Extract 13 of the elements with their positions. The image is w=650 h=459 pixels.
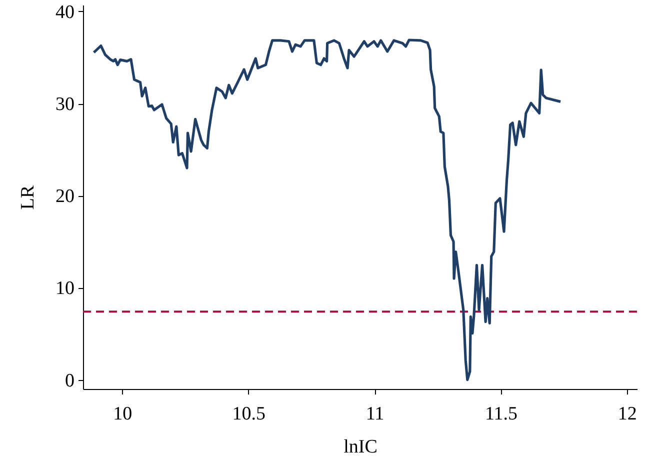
y-tick-label: 30 (56, 94, 74, 116)
x-tick-label: 10.5 (232, 404, 266, 424)
x-tick-label: 11 (366, 404, 384, 424)
x-axis-title: lnIC (344, 436, 378, 458)
y-tick-label: 0 (65, 370, 74, 392)
x-tick-label: 11.5 (484, 404, 518, 424)
x-tick-label: 12 (618, 404, 637, 424)
line-series (92, 38, 562, 382)
y-tick-label: 10 (56, 278, 74, 300)
y-tick-label: 20 (56, 186, 74, 208)
x-tick-label: 10 (113, 404, 132, 424)
y-axis-title: LR (18, 185, 38, 210)
y-tick-label: 40 (56, 2, 74, 23)
